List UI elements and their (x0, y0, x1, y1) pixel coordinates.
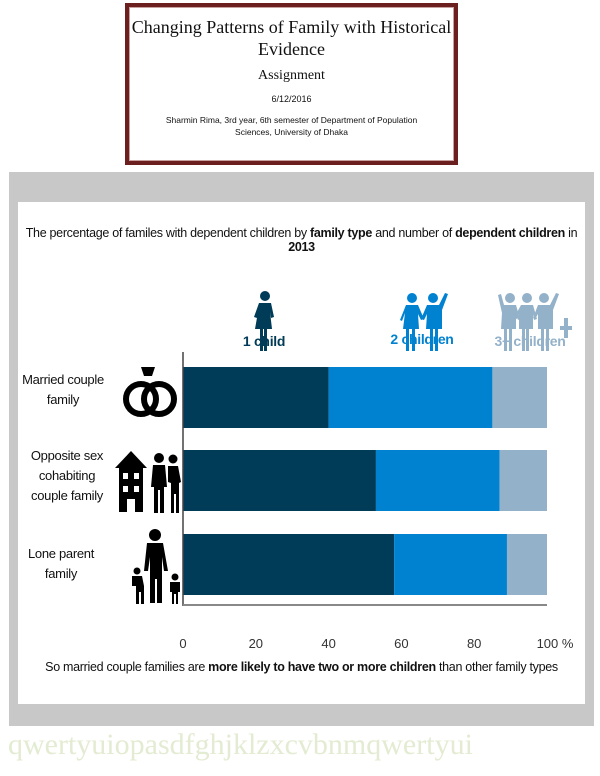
stacked-bar-chart (182, 352, 547, 606)
bar-1-2-children (328, 367, 493, 428)
row-label-married: Married couple family (22, 372, 104, 407)
bar-1-1-child (183, 367, 329, 428)
bar-3-3-children (506, 534, 547, 595)
bar-2-3-children (499, 450, 547, 511)
author-line-1: Sharmin Rima, 3rd year, 6th semester of … (165, 115, 418, 125)
x-tick-label: 80 (466, 636, 482, 651)
x-tick-label: 20 (248, 636, 264, 651)
author-info: Sharmin Rima, 3rd year, 6th semester of … (129, 114, 454, 138)
bar-2-2-children (375, 450, 500, 511)
x-tick-label: 60 (394, 636, 409, 651)
parent-with-children-icon (132, 529, 180, 604)
bar-3-2-children (394, 534, 507, 595)
x-tick-label: 100 % (536, 636, 574, 651)
row-label-lone-parent: Lone parent family (27, 546, 95, 581)
x-tick-label: 0 (179, 636, 187, 651)
chart-title: The percentage of familes with dependent… (25, 226, 578, 254)
x-tick-label: 40 (321, 636, 336, 651)
house-and-couple-icon (115, 451, 181, 513)
author-line-2: Sciences, University of Dhaka (235, 127, 348, 137)
infographic-panel: The percentage of familes with dependent… (9, 172, 594, 726)
row-label-cohabiting: Opposite sex cohabiting couple family (30, 448, 104, 503)
bar-1-3-children (492, 367, 547, 428)
filler-text: qwertyuiopasdfghjklzxcvbnmqwertyui (8, 728, 473, 761)
legend-2-children: 2 children (390, 331, 454, 347)
legend-3plus-children: 3+ children (494, 333, 566, 349)
bar-3-1-child (183, 534, 395, 595)
document-date: 6/12/2016 (271, 94, 312, 104)
bar-2-1-child (183, 450, 376, 511)
document-subtitle: Assignment (258, 68, 325, 83)
infographic-content: The percentage of familes with dependent… (18, 202, 585, 704)
legend-1-child: 1 child (242, 333, 286, 349)
document-title: Changing Patterns of Family with Histori… (131, 17, 452, 59)
wedding-rings-icon (123, 367, 177, 417)
chart-footnote: So married couple families are more like… (45, 660, 558, 674)
three-plus-children-icon (498, 293, 572, 351)
two-children-icon (400, 293, 448, 351)
one-child-icon (254, 291, 274, 351)
cover-box: Changing Patterns of Family with Histori… (125, 3, 458, 165)
